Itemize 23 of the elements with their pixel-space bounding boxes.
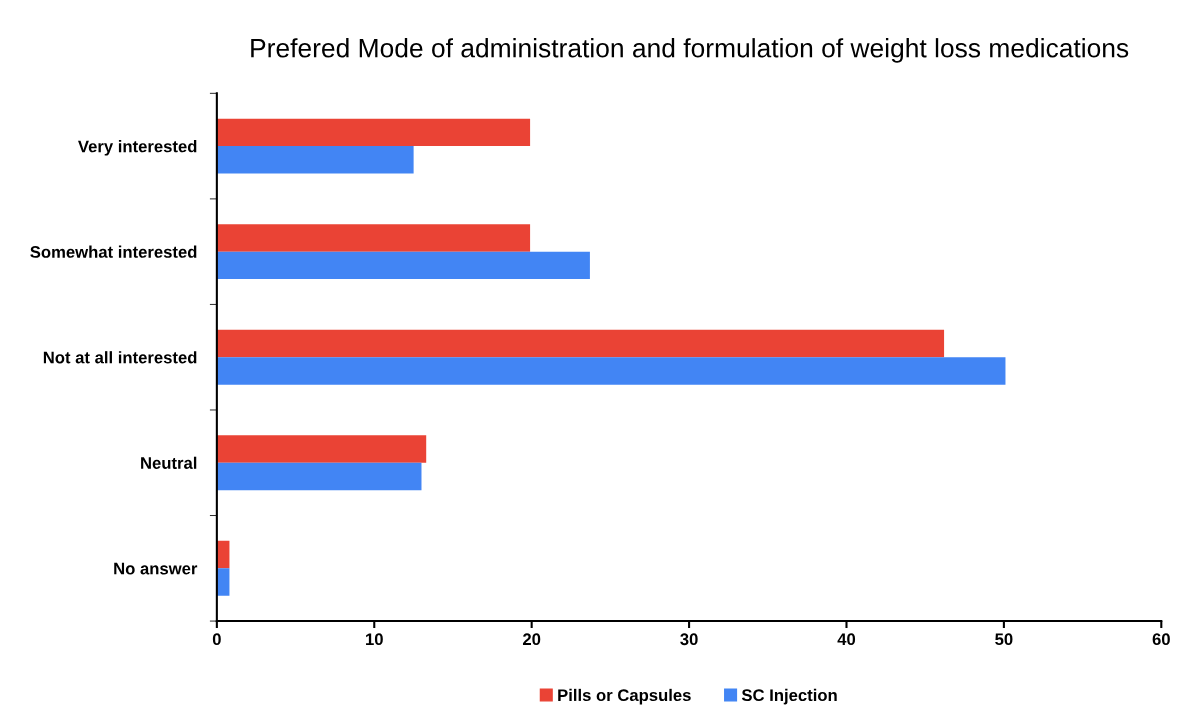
x-tick-label: 40 bbox=[837, 633, 856, 646]
x-tick-label: 0 bbox=[212, 633, 221, 646]
y-tick-label: Neutral bbox=[141, 456, 197, 469]
x-tick-label: 10 bbox=[366, 633, 383, 646]
x-tick-label: 30 bbox=[680, 633, 698, 646]
y-tick-label: Not at all interested bbox=[43, 351, 197, 364]
bar bbox=[216, 251, 590, 280]
bar bbox=[216, 329, 945, 358]
x-tick-label: 50 bbox=[995, 633, 1013, 646]
y-tick-label: Very interested bbox=[78, 140, 197, 156]
y-tick-label: No answer bbox=[114, 562, 198, 575]
bar bbox=[216, 357, 1006, 385]
chart-title: Prefered Mode of administration and formulation of weight loss medications bbox=[251, 38, 1129, 63]
bar bbox=[216, 224, 531, 252]
bar bbox=[216, 435, 427, 463]
x-tick-label: 60 bbox=[1152, 633, 1170, 646]
legend-label: SC Injection bbox=[741, 688, 837, 705]
legend-label: Pills or Capsules bbox=[558, 688, 691, 705]
bar bbox=[216, 146, 414, 174]
y-tick-label: Somewhat interested bbox=[30, 245, 197, 258]
x-tick-label: 20 bbox=[522, 633, 541, 646]
bar bbox=[216, 118, 531, 147]
bar bbox=[216, 462, 422, 491]
